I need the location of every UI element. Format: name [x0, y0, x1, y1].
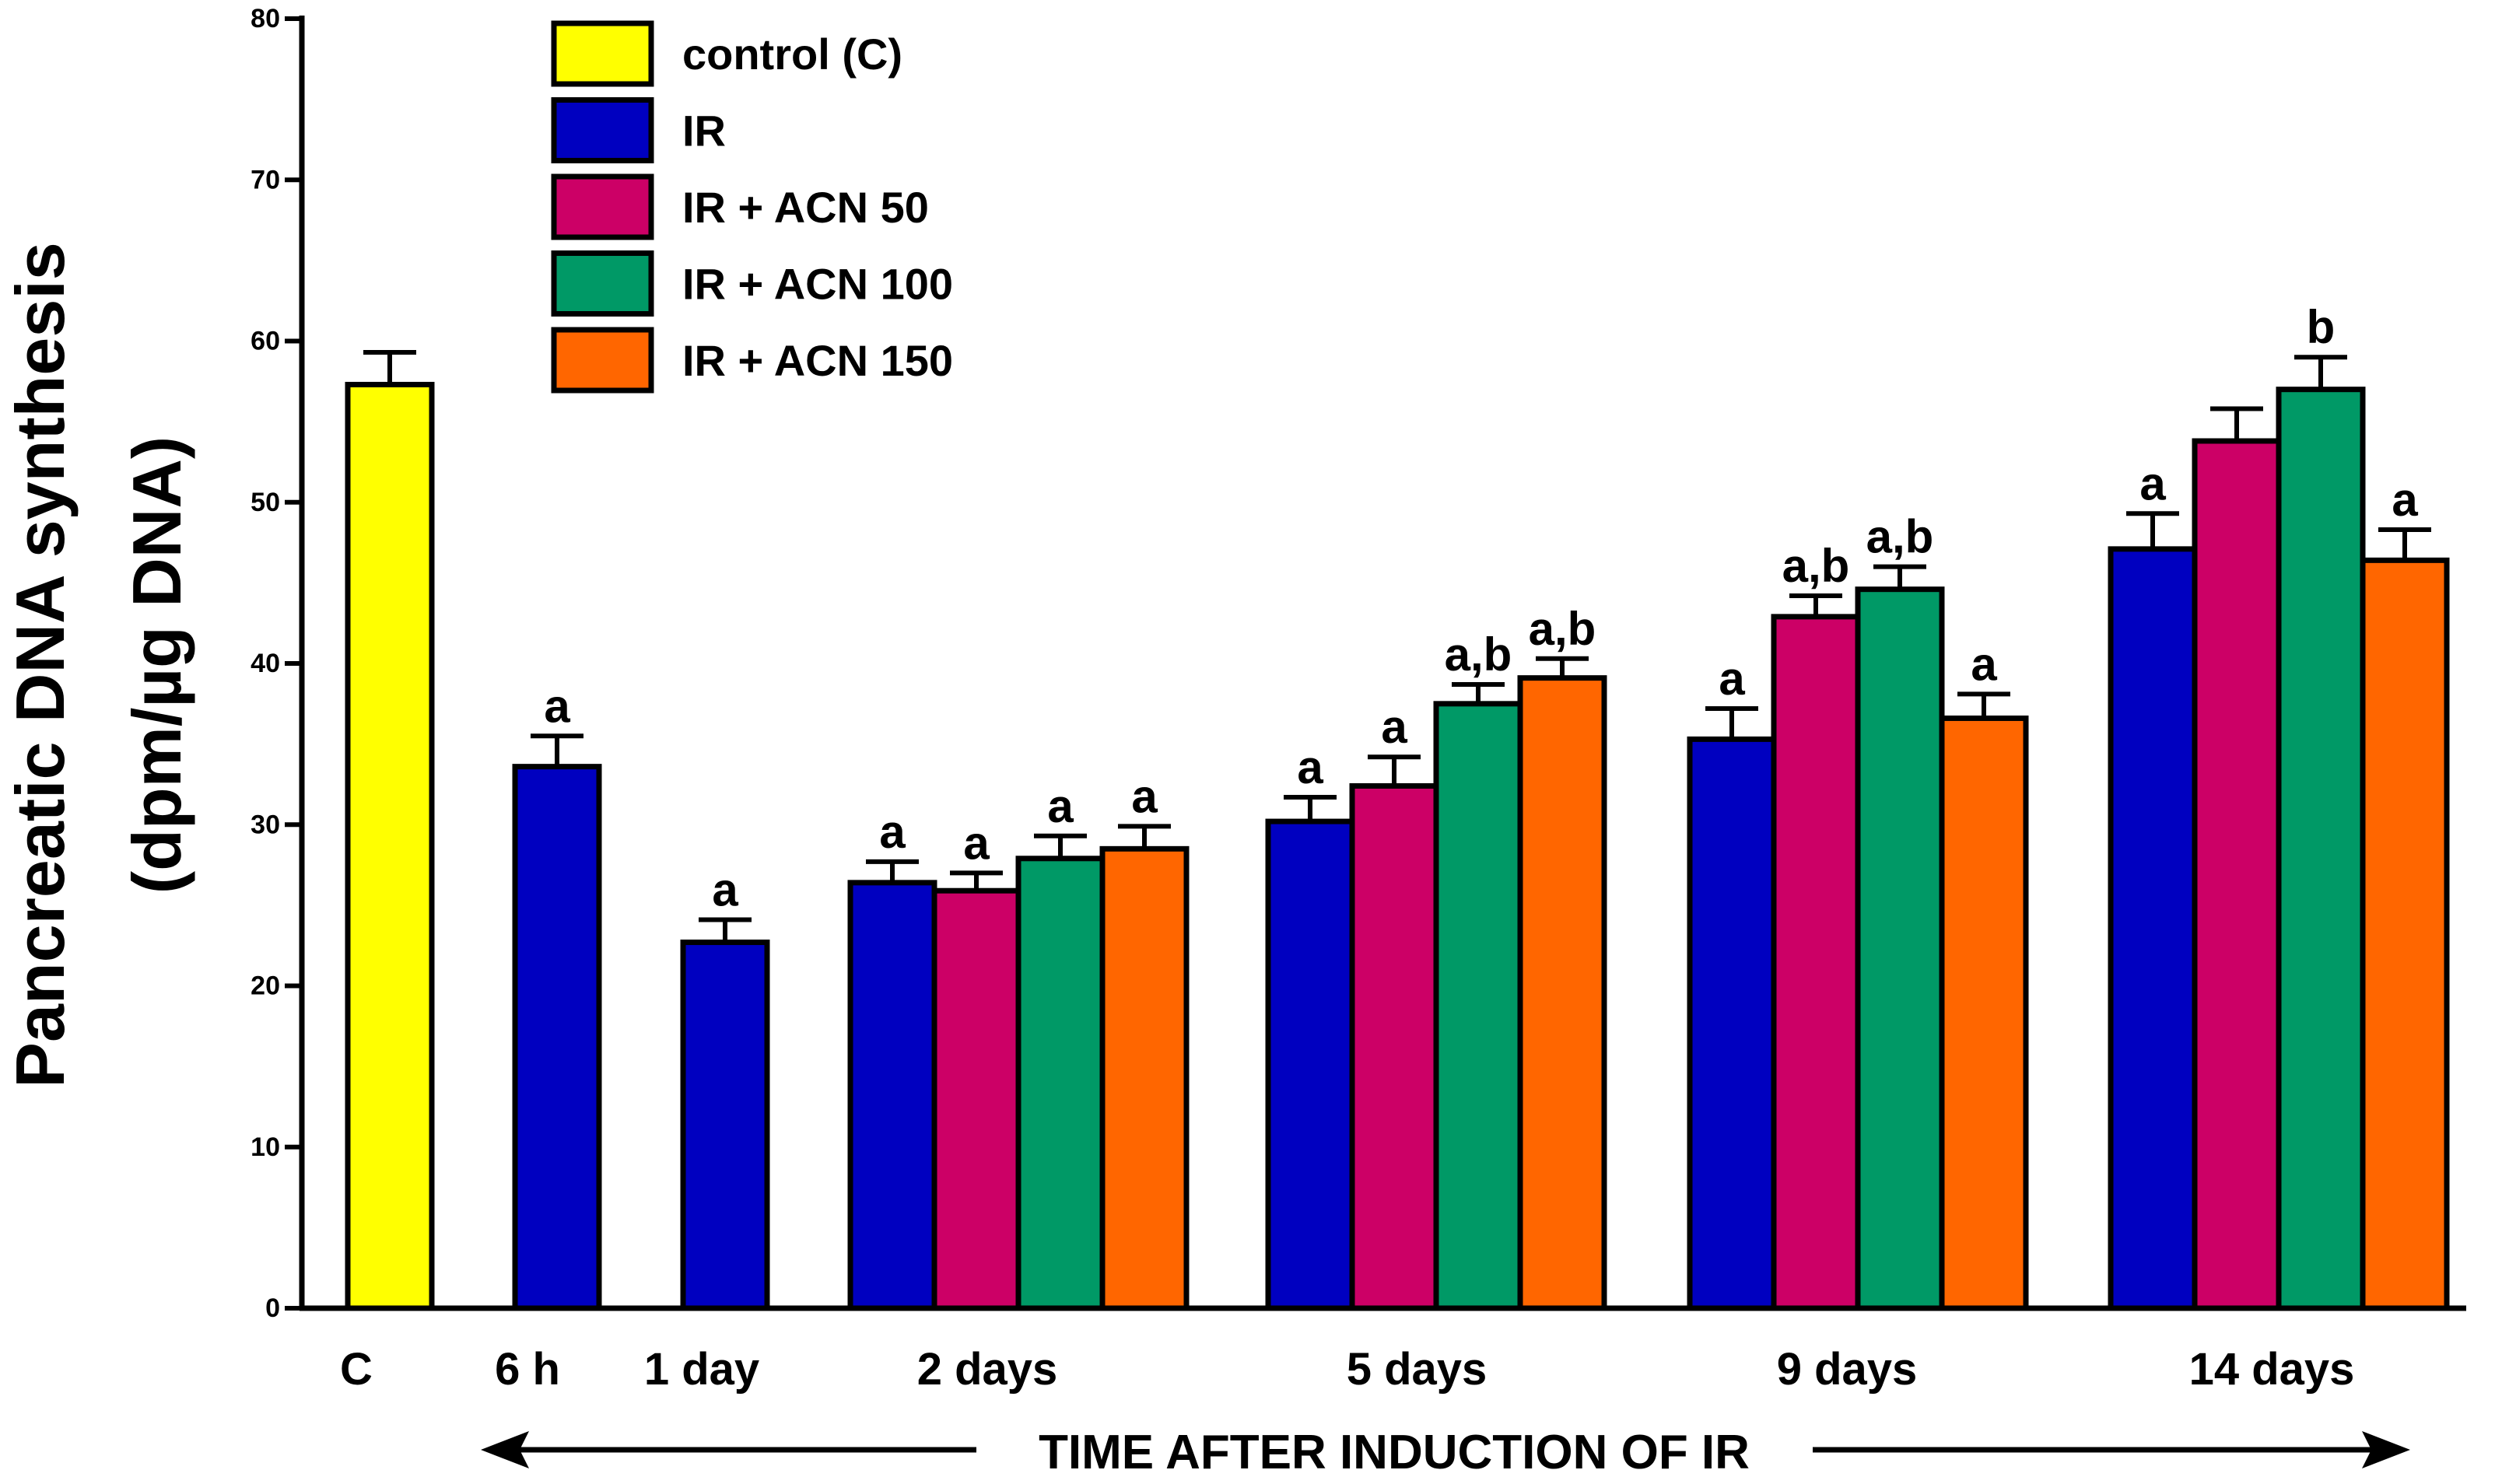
significance-label: a: [1719, 653, 1745, 705]
significance-label: a: [1047, 780, 1074, 832]
bar: [1433, 701, 1523, 1311]
bar: [1015, 856, 1106, 1311]
x-axis: C 6 h 1 day 2 days 5 days 9 days 14 days: [300, 1305, 2466, 1395]
bar-group: a a a,b a,b: [1265, 603, 1607, 1311]
x-tick-label: 5 days: [1347, 1344, 1488, 1395]
legend-swatch: [551, 20, 654, 87]
bar: [1771, 614, 1861, 1311]
bar: [2276, 387, 2366, 1311]
y-tick-label: 30: [251, 810, 280, 839]
significance-label: a: [2392, 474, 2418, 526]
bar: [1939, 715, 2029, 1311]
significance-label: a,b: [1529, 603, 1596, 655]
bar: [1099, 845, 1190, 1311]
bar: [1855, 586, 1945, 1311]
y-tick-label: 40: [251, 649, 280, 678]
bar-group: a a,b a,b a: [1687, 511, 2029, 1311]
y-tick-label: 80: [251, 4, 280, 33]
x-tick-label: 14 days: [2189, 1344, 2355, 1395]
y-tick-label: 10: [251, 1132, 280, 1162]
x-tick-label: 2 days: [917, 1344, 1058, 1395]
y-axis-title-line1: Pancreatic DNA synthesis: [2, 242, 79, 1087]
bar: [847, 880, 937, 1311]
bar: [1265, 818, 1355, 1311]
x-axis-caption: TIME AFTER INDUCTION OF IR: [481, 1426, 2410, 1479]
significance-label: a: [2139, 457, 2166, 509]
y-tick-label: 60: [251, 327, 280, 356]
bar: [2108, 546, 2198, 1311]
y-axis: 0 10 20 30 40 50 60 70 80: [251, 4, 305, 1323]
legend-label: control (C): [682, 30, 902, 79]
bar: [345, 381, 435, 1311]
significance-label: a: [544, 680, 570, 732]
legend-item: IR + ACN 100: [551, 250, 953, 317]
legend-item: IR + ACN 50: [551, 173, 929, 240]
x-tick-label: 6 h: [495, 1344, 560, 1395]
y-axis-title-line2: (dpm/µg DNA): [118, 436, 195, 894]
legend-swatch: [551, 327, 654, 394]
significance-label: a,b: [1445, 628, 1512, 681]
legend-item: control (C): [551, 20, 902, 87]
x-axis-title: TIME AFTER INDUCTION OF IR: [1039, 1426, 1750, 1479]
bar-group: a b a: [2108, 301, 2450, 1311]
bar: [1349, 783, 1439, 1311]
significance-label: a: [1381, 701, 1407, 753]
bar: [1687, 736, 1777, 1311]
bar: [2192, 438, 2282, 1311]
bar: [931, 887, 1021, 1311]
x-tick-label: 1 day: [644, 1344, 759, 1395]
significance-label: a: [1131, 770, 1158, 822]
y-tick-label: 20: [251, 971, 280, 1001]
bar-group: a: [512, 680, 602, 1311]
bar-group: a aa a: [847, 770, 1190, 1311]
legend-item: IR: [551, 97, 726, 163]
significance-label: a,b: [1782, 540, 1850, 592]
legend-item: IR + ACN 150: [551, 327, 953, 394]
caption-arrowhead-right: [2362, 1431, 2410, 1468]
bar-group: [345, 350, 435, 1311]
legend-label: IR + ACN 100: [682, 260, 953, 309]
significance-label: b: [2307, 301, 2336, 353]
bars: a a a a a a a a a,b a,b a a,b a,b a a b a: [345, 301, 2450, 1311]
significance-label: a: [1297, 741, 1323, 793]
x-tick-label: 9 days: [1777, 1344, 1918, 1395]
y-tick-label: 0: [265, 1293, 280, 1323]
bar: [512, 764, 602, 1311]
caption-arrowhead-left: [481, 1431, 529, 1468]
significance-label: a,b: [1866, 511, 1934, 563]
bar: [680, 940, 770, 1311]
significance-label: a: [879, 806, 906, 858]
legend: control (C) IR IR + ACN 50 IR + ACN 100 IR +…: [551, 20, 953, 394]
significance-label: a: [963, 817, 990, 869]
significance-label: a: [1971, 638, 1997, 690]
legend-label: IR: [682, 107, 726, 156]
significance-label: a: [712, 864, 738, 916]
y-tick-label: 50: [251, 488, 280, 517]
x-tick-label: C: [340, 1344, 373, 1395]
bar-group: a: [680, 864, 770, 1311]
legend-swatch: [551, 97, 654, 163]
y-tick-label: 70: [251, 165, 280, 194]
legend-swatch: [551, 173, 654, 240]
legend-label: IR + ACN 50: [682, 183, 929, 232]
legend-swatch: [551, 250, 654, 317]
legend-label: IR + ACN 150: [682, 336, 953, 385]
bar: [2360, 557, 2450, 1311]
bar: [1517, 675, 1607, 1311]
